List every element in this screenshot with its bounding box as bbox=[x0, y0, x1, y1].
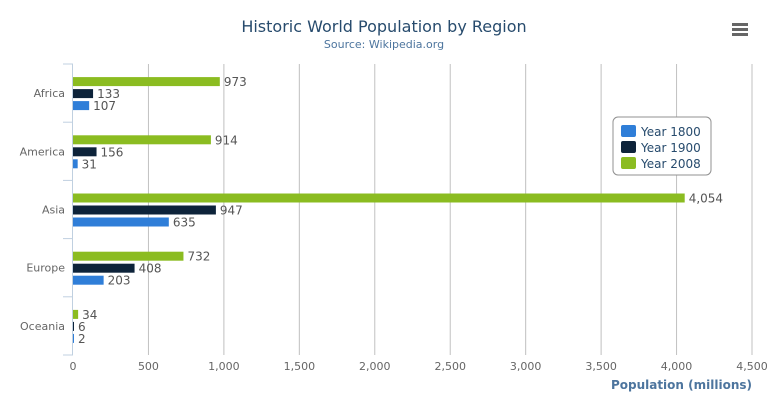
x-tick-label: 4,500 bbox=[736, 360, 768, 373]
data-label: 635 bbox=[173, 216, 196, 230]
legend: Year 1800 Year 1900 Year 2008 bbox=[612, 116, 712, 176]
bar-year-1900[interactable] bbox=[73, 89, 94, 99]
data-label: 914 bbox=[215, 133, 238, 147]
data-label: 947 bbox=[220, 204, 243, 218]
bar-year-2008[interactable] bbox=[73, 77, 220, 87]
bar-year-2008[interactable] bbox=[73, 135, 211, 145]
x-tick-label: 1,000 bbox=[208, 360, 240, 373]
x-tick-label: 1,500 bbox=[284, 360, 316, 373]
legend-box bbox=[612, 116, 712, 176]
data-label: 4,054 bbox=[689, 192, 723, 206]
legend-swatch bbox=[621, 125, 636, 137]
category-label: Africa bbox=[34, 87, 65, 100]
data-label: 156 bbox=[101, 145, 124, 159]
data-label: 408 bbox=[139, 262, 162, 276]
bar-year-1800[interactable] bbox=[73, 217, 169, 227]
x-tick-label: 500 bbox=[138, 360, 159, 373]
bar-year-1900[interactable] bbox=[73, 263, 135, 273]
category-label: Oceania bbox=[20, 320, 65, 333]
legend-item[interactable]: Year 2008 bbox=[621, 157, 701, 171]
legend-label: Year 1800 bbox=[640, 125, 701, 139]
data-label: 34 bbox=[82, 308, 97, 322]
menu-button[interactable] bbox=[728, 18, 752, 40]
x-tick-label: 4,000 bbox=[661, 360, 693, 373]
x-axis-title: Population (millions) bbox=[611, 378, 752, 392]
category-label: Europe bbox=[26, 262, 65, 275]
bar-year-1800[interactable] bbox=[73, 101, 90, 111]
data-label: 31 bbox=[82, 157, 97, 171]
x-tick-label: 2,500 bbox=[434, 360, 466, 373]
bar-year-1800[interactable] bbox=[73, 275, 104, 285]
bar-year-1900[interactable] bbox=[73, 147, 97, 157]
data-label: 6 bbox=[78, 320, 86, 334]
bar-year-2008[interactable] bbox=[73, 309, 79, 319]
data-label: 107 bbox=[93, 99, 116, 113]
x-tick-label: 3,000 bbox=[510, 360, 542, 373]
data-label: 2 bbox=[78, 332, 86, 346]
bar-year-1800[interactable] bbox=[73, 159, 78, 169]
hamburger-menu-icon[interactable] bbox=[732, 23, 748, 26]
legend-item[interactable]: Year 1800 bbox=[621, 125, 701, 139]
x-tick-label: 0 bbox=[70, 360, 77, 373]
data-label: 133 bbox=[97, 87, 120, 101]
bar-year-2008[interactable] bbox=[73, 251, 184, 261]
category-label: Asia bbox=[42, 204, 65, 217]
legend-swatch bbox=[621, 141, 636, 153]
bar-year-1800[interactable] bbox=[73, 333, 74, 343]
chart-subtitle: Source: Wikipedia.org bbox=[324, 38, 444, 51]
bar-year-1900[interactable] bbox=[73, 205, 216, 215]
legend-item[interactable]: Year 1900 bbox=[621, 141, 701, 155]
data-label: 732 bbox=[187, 250, 210, 264]
x-tick-label: 3,500 bbox=[585, 360, 617, 373]
data-label: 973 bbox=[224, 75, 247, 89]
bar-year-1900[interactable] bbox=[73, 321, 74, 331]
category-label: America bbox=[20, 145, 65, 158]
data-label: 203 bbox=[108, 274, 131, 288]
chart-title: Historic World Population by Region bbox=[241, 17, 526, 36]
legend-label: Year 1900 bbox=[640, 141, 701, 155]
legend-swatch bbox=[621, 157, 636, 169]
legend-label: Year 2008 bbox=[640, 157, 701, 171]
x-tick-label: 2,000 bbox=[359, 360, 391, 373]
bar-year-2008[interactable] bbox=[73, 193, 685, 203]
